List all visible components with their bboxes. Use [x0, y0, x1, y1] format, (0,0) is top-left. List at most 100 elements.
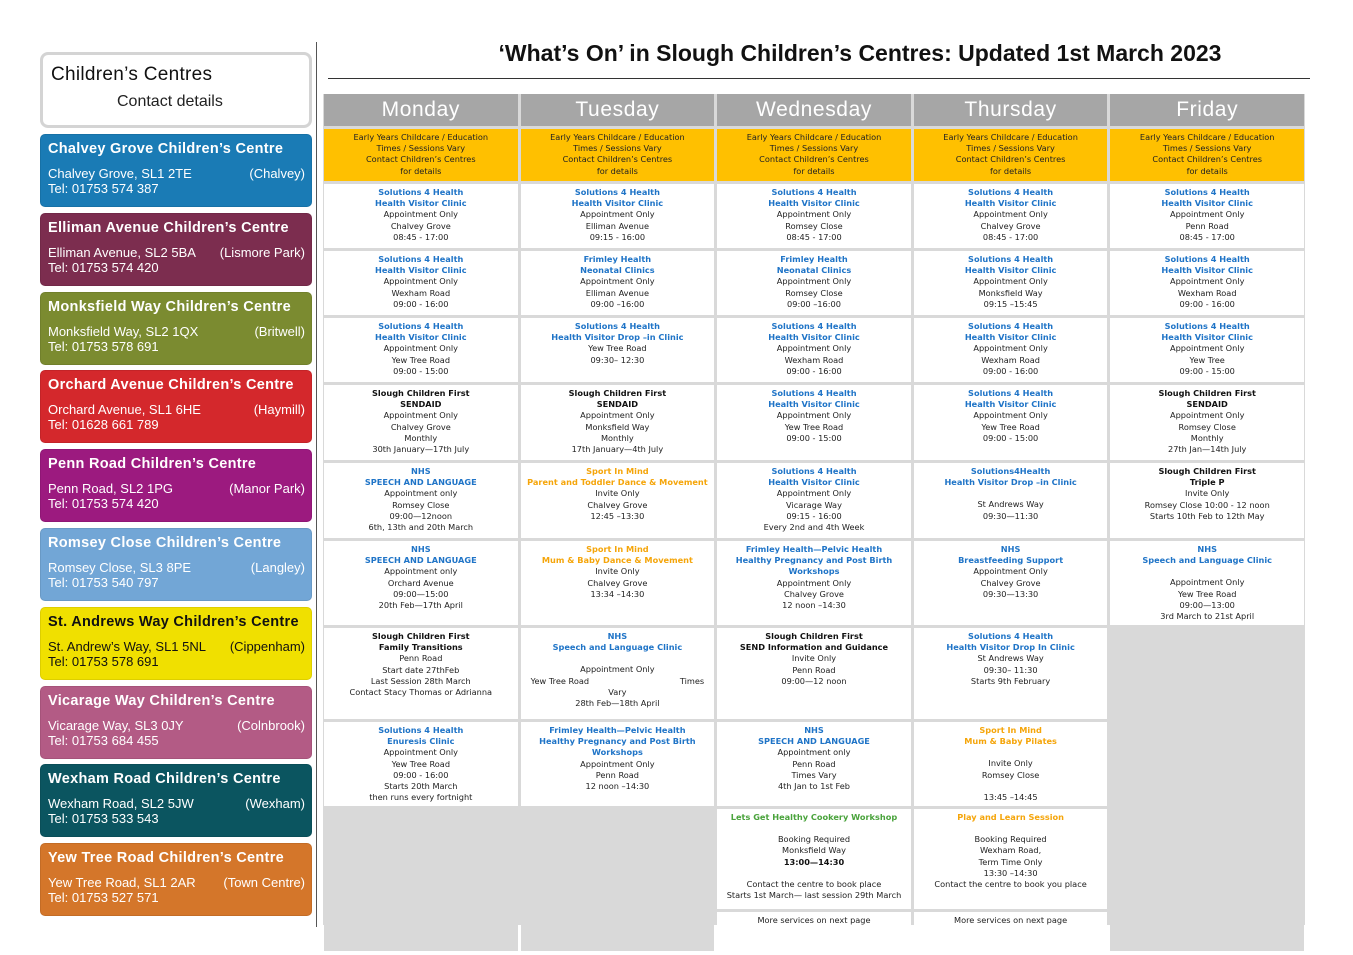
- cell-line-left: Yew Tree Road: [530, 675, 590, 686]
- cell-line: Health Visitor Clinic: [375, 265, 467, 276]
- cell-line: Solutions 4 Health: [771, 388, 857, 398]
- cell-line: Wexham Road: [784, 354, 844, 365]
- cell-line: for details: [990, 165, 1032, 176]
- session-cell: Frimley Health—Pelvic Health Healthy Preg…: [717, 541, 911, 625]
- cell-line: 09:30– 11:30: [983, 664, 1038, 675]
- session-cell: Slough Children First SEND Information an…: [717, 628, 911, 719]
- cell-line: Monthly: [404, 432, 438, 443]
- cell-line: Health Visitor Clinic: [1161, 332, 1253, 343]
- session-cell: Solutions 4 Health Health Visitor Clinic A…: [717, 463, 911, 538]
- cell-line: Healthy Pregnancy and Post Birth: [539, 736, 696, 747]
- cell-line: Yew Tree Road: [1177, 588, 1237, 599]
- cell-line: Wexham Road: [391, 287, 451, 298]
- session-cell: Solutions 4 Health Health Visitor Clinic A…: [324, 318, 518, 382]
- cell-line: Appointment Only: [580, 276, 655, 287]
- cell-line: 09:00 - 15:00: [982, 432, 1039, 443]
- centre-telephone: Tel: 01753 578 691: [48, 338, 159, 354]
- cell-spacer: [717, 823, 911, 834]
- centre-address-line: Monksfield Way, SL2 1QX (Britwell): [48, 324, 305, 339]
- centre-address: Wexham Road, SL2 5JW: [48, 796, 194, 812]
- cell-line: 28th Feb—18th April: [575, 698, 660, 709]
- cell-line: Every 2nd and 4th Week: [763, 522, 865, 533]
- cell-line: Workshops: [788, 566, 840, 577]
- cell-line: SENDAID: [1186, 399, 1228, 410]
- cell-line: Elliman Avenue: [585, 287, 649, 298]
- cell-line: Yew Tree Road: [981, 421, 1040, 432]
- cell-line: Neonatal Clinics: [776, 265, 852, 276]
- cell-line: Yew Tree Road: [391, 354, 451, 365]
- cell-line: 13:45 –14:45: [983, 791, 1038, 802]
- cell-line: Chalvey Grove: [587, 499, 648, 510]
- centre-name: Monksfield Way Children’s Centre: [48, 298, 291, 315]
- contact-details-header: Children’s Centres Contact details: [40, 52, 312, 128]
- cell-line: Vary: [608, 686, 627, 697]
- cell-line: Appointment Only: [580, 209, 655, 220]
- cell-line: Workshops: [591, 747, 643, 758]
- cell-line: Invite Only: [595, 488, 640, 499]
- cell-line: Sport In Mind: [979, 725, 1042, 735]
- centre-address: Monksfield Way, SL2 1QX: [48, 323, 199, 339]
- cell-line: Mum & Baby Pilates: [964, 736, 1057, 747]
- cell-line: Appointment only: [384, 488, 458, 499]
- cell-line: Solutions 4 Health: [968, 321, 1054, 331]
- cell-line: 09:30—11:30: [982, 510, 1039, 521]
- cell-line: Health Visitor Clinic: [964, 399, 1057, 410]
- centre-card: Wexham Road Children’s Centre Wexham Road…: [40, 764, 312, 838]
- day-header: Wednesday: [717, 94, 911, 126]
- cell-line: Appointment Only: [383, 343, 459, 354]
- centre-address-line: Elliman Avenue, SL2 5BA (Lismore Park): [48, 245, 305, 260]
- cell-line: Chalvey Grove: [980, 220, 1041, 231]
- cell-line: Health Visitor Clinic: [375, 198, 467, 209]
- cell-line: 13:30 –14:30: [983, 867, 1038, 878]
- early-years-cell: Early Years Childcare / Education Times /…: [1110, 129, 1304, 181]
- cell-line: Wexham Road,: [979, 845, 1042, 856]
- cell-line: Chalvey Grove: [980, 577, 1041, 588]
- cell-line: Starts 1st March— last session 29th Marc…: [726, 890, 902, 901]
- cell-line: 09:15 –15:45: [983, 298, 1038, 309]
- cell-line: More services on next page: [757, 915, 871, 925]
- centre-card: Chalvey Grove Children’s Centre Chalvey G…: [40, 134, 312, 207]
- cell-line: Monksfield Way: [978, 287, 1043, 298]
- empty-cell: [324, 912, 518, 951]
- cell-line: Healthy Pregnancy and Post Birth: [735, 555, 893, 566]
- centre-telephone: Tel: 01753 533 543: [48, 811, 159, 827]
- empty-cell: [1110, 912, 1304, 951]
- cell-line: Solutions 4 Health: [378, 187, 464, 197]
- cell-line: Appointment Only: [973, 566, 1048, 577]
- cell-line: Solutions 4 Health: [1164, 254, 1250, 264]
- cell-line: Penn Road: [792, 758, 836, 769]
- cell-line: 27th Jan—14th July: [1168, 444, 1247, 455]
- cell-line: Yew Tree Road: [588, 343, 647, 354]
- cell-line: Solutions 4 Health: [378, 725, 464, 735]
- cell-line: Solutions 4 Health: [574, 187, 660, 197]
- cell-line-right: Times: [679, 675, 705, 686]
- cell-line: SPEECH AND LANGUAGE: [364, 555, 477, 566]
- cell-line: SENDAID: [596, 399, 639, 410]
- cell-line: Times / Sessions Vary: [769, 143, 859, 154]
- session-cell: NHS SPEECH AND LANGUAGE Appointment only Ro…: [324, 463, 518, 538]
- cell-line: Slough Children First: [372, 631, 470, 641]
- cell-line: St Andrews Way: [977, 653, 1044, 664]
- centre-name: Elliman Avenue Children’s Centre: [48, 219, 289, 236]
- cell-line: Solutions 4 Health: [968, 187, 1054, 197]
- cell-line: 09:00 - 15:00: [1179, 365, 1235, 376]
- centre-card: Orchard Avenue Children’s Centre Orchard …: [40, 370, 312, 444]
- session-cell: Slough Children First Family Transitions P…: [324, 628, 518, 719]
- centre-area: (Town Centre): [223, 875, 305, 891]
- cell-line: Parent and Toddler Dance & Movement: [527, 477, 708, 488]
- session-cell: Play and Learn Session Booking Required We…: [913, 809, 1108, 909]
- day-header: Tuesday: [520, 94, 715, 126]
- cell-line: Romsey Close: [392, 499, 450, 510]
- empty-cell: [324, 809, 518, 909]
- cell-line: 6th, 13th and 20th March: [368, 522, 474, 533]
- day-header: Friday: [1110, 94, 1304, 126]
- cell-spacer: [1110, 566, 1304, 577]
- cell-line: Booking Required: [777, 834, 851, 845]
- cell-line: Solutions 4 Health: [771, 466, 857, 476]
- cell-line: Appointment Only: [1169, 410, 1245, 421]
- cell-line: 09:00 –16:00: [787, 298, 841, 309]
- cell-line: 09:30—13:30: [982, 588, 1039, 599]
- cell-line: Orchard Avenue: [387, 577, 454, 588]
- cell-line: Chalvey Grove: [390, 421, 451, 432]
- centre-name: Wexham Road Children’s Centre: [48, 771, 281, 788]
